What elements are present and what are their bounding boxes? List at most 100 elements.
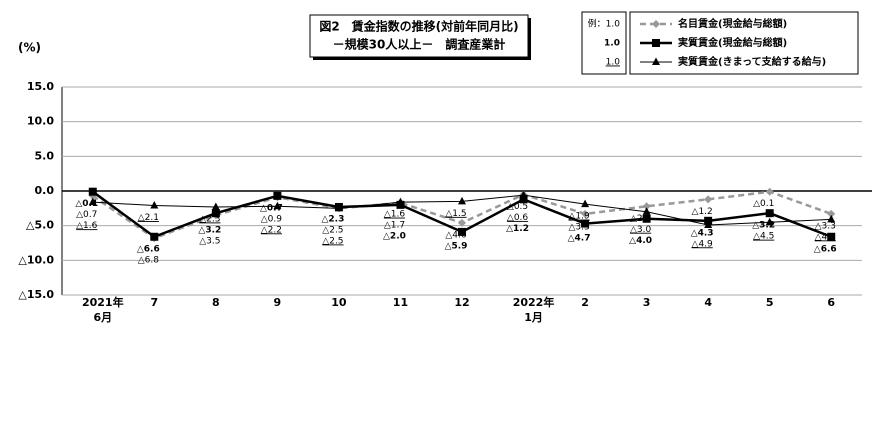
y-tick-label: △5.0 <box>26 219 54 232</box>
chart-title: 図2 賃金指数の推移(対前年同月比) <box>319 19 518 34</box>
y-unit: (%) <box>18 41 41 55</box>
marker <box>273 191 282 200</box>
marker <box>827 214 836 223</box>
value-label: △1.6 <box>76 221 98 231</box>
value-label: △2.5 <box>322 236 343 246</box>
marker <box>458 227 466 236</box>
marker <box>704 195 713 204</box>
x-tick-label: 6月 <box>93 311 112 324</box>
value-label: △4.9 <box>692 239 714 249</box>
value-label: △0.9 <box>261 214 283 224</box>
value-label: △2.2 <box>630 214 651 224</box>
x-tick-label: 7 <box>150 296 158 309</box>
x-tick-label: 8 <box>212 296 220 309</box>
marker <box>765 209 774 218</box>
legend-label: 名目賃金(現金給与総額) <box>678 17 787 30</box>
y-tick-label: 10.0 <box>27 115 54 128</box>
marker <box>150 232 159 241</box>
x-tick-label: 2021年 <box>82 295 124 309</box>
value-label: △4.0 <box>629 236 652 246</box>
value-label: △3.2 <box>752 221 775 231</box>
format-example: 1.0 <box>604 39 620 49</box>
x-tick-label: 9 <box>274 296 282 309</box>
marker <box>652 39 660 47</box>
x-tick-label: 5 <box>766 296 774 309</box>
marker <box>581 219 590 228</box>
marker <box>150 201 159 209</box>
marker <box>88 187 97 196</box>
marker <box>652 20 660 28</box>
marker <box>581 199 590 208</box>
value-label: △2.5 <box>322 225 343 235</box>
marker <box>458 218 466 227</box>
value-label: △2.0 <box>383 232 406 242</box>
y-tick-label: 0.0 <box>35 184 55 197</box>
marker <box>642 207 651 215</box>
value-label: △1.9 <box>568 212 590 222</box>
legend-label: 実質賃金(きまって支給する給与) <box>678 55 826 68</box>
value-label: △2.2 <box>261 225 282 235</box>
marker <box>765 187 774 196</box>
format-example: 1.0 <box>606 58 621 68</box>
value-label: △2.3 <box>321 214 344 224</box>
x-tick-label: 11 <box>393 296 408 309</box>
x-tick-label: 1月 <box>524 311 543 324</box>
value-label: △1.6 <box>384 210 406 220</box>
marker <box>519 195 528 204</box>
y-tick-label: 5.0 <box>35 149 55 162</box>
format-example: 例：1.0 <box>588 18 621 30</box>
format-box <box>581 11 627 75</box>
value-label: △1.2 <box>692 207 713 217</box>
marker <box>827 232 836 241</box>
y-tick-label: △15.0 <box>18 288 54 301</box>
marker <box>273 201 282 210</box>
marker <box>458 196 466 205</box>
marker <box>519 190 528 199</box>
marker <box>334 203 343 212</box>
title-box <box>309 14 529 58</box>
value-label: △5.9 <box>445 241 468 251</box>
value-label: △3.2 <box>198 225 221 235</box>
x-tick-label: 12 <box>454 296 469 309</box>
y-tick-label: △10.0 <box>18 253 54 266</box>
value-label: △3.3 <box>815 221 836 231</box>
x-tick-label: 10 <box>331 296 347 309</box>
value-label: △3.3 <box>568 223 589 233</box>
x-tick-label: 6 <box>827 296 835 309</box>
value-label: △1.2 <box>506 224 529 234</box>
marker <box>211 202 220 210</box>
value-label: △0.5 <box>507 202 528 212</box>
marker <box>765 217 774 226</box>
marker <box>642 214 651 223</box>
value-label: △4.6 <box>445 230 467 240</box>
value-label: △0.1 <box>75 199 98 209</box>
value-label: △6.6 <box>137 244 160 254</box>
marker <box>642 202 651 211</box>
value-label: △0.6 <box>507 213 529 223</box>
value-label: △0.7 <box>76 210 97 220</box>
value-label: △0.7 <box>260 203 283 213</box>
marker <box>827 209 836 218</box>
marker <box>581 209 590 218</box>
marker <box>211 209 220 218</box>
marker <box>652 57 660 65</box>
value-label: △1.5 <box>445 209 466 219</box>
value-label: △4.1 <box>815 232 836 242</box>
value-label: △3.0 <box>630 225 652 235</box>
y-tick-label: 15.0 <box>27 80 54 93</box>
marker <box>704 220 713 228</box>
marker <box>88 197 97 206</box>
value-label: △3.5 <box>199 236 220 246</box>
value-label: △1.7 <box>384 221 405 231</box>
value-label: △4.5 <box>753 232 774 242</box>
legend-label: 実質賃金(現金給与総額) <box>678 36 787 49</box>
x-tick-label: 2 <box>581 296 589 309</box>
value-label: △6.8 <box>138 255 160 265</box>
value-label: △4.7 <box>568 234 591 244</box>
value-label: △2.1 <box>138 213 159 223</box>
x-tick-label: 4 <box>704 296 712 309</box>
value-label: △0.1 <box>753 199 774 209</box>
value-label: △2.3 <box>199 214 220 224</box>
chart-subtitle: －規模30人以上－ 調査産業計 <box>333 37 506 52</box>
marker <box>396 197 405 206</box>
